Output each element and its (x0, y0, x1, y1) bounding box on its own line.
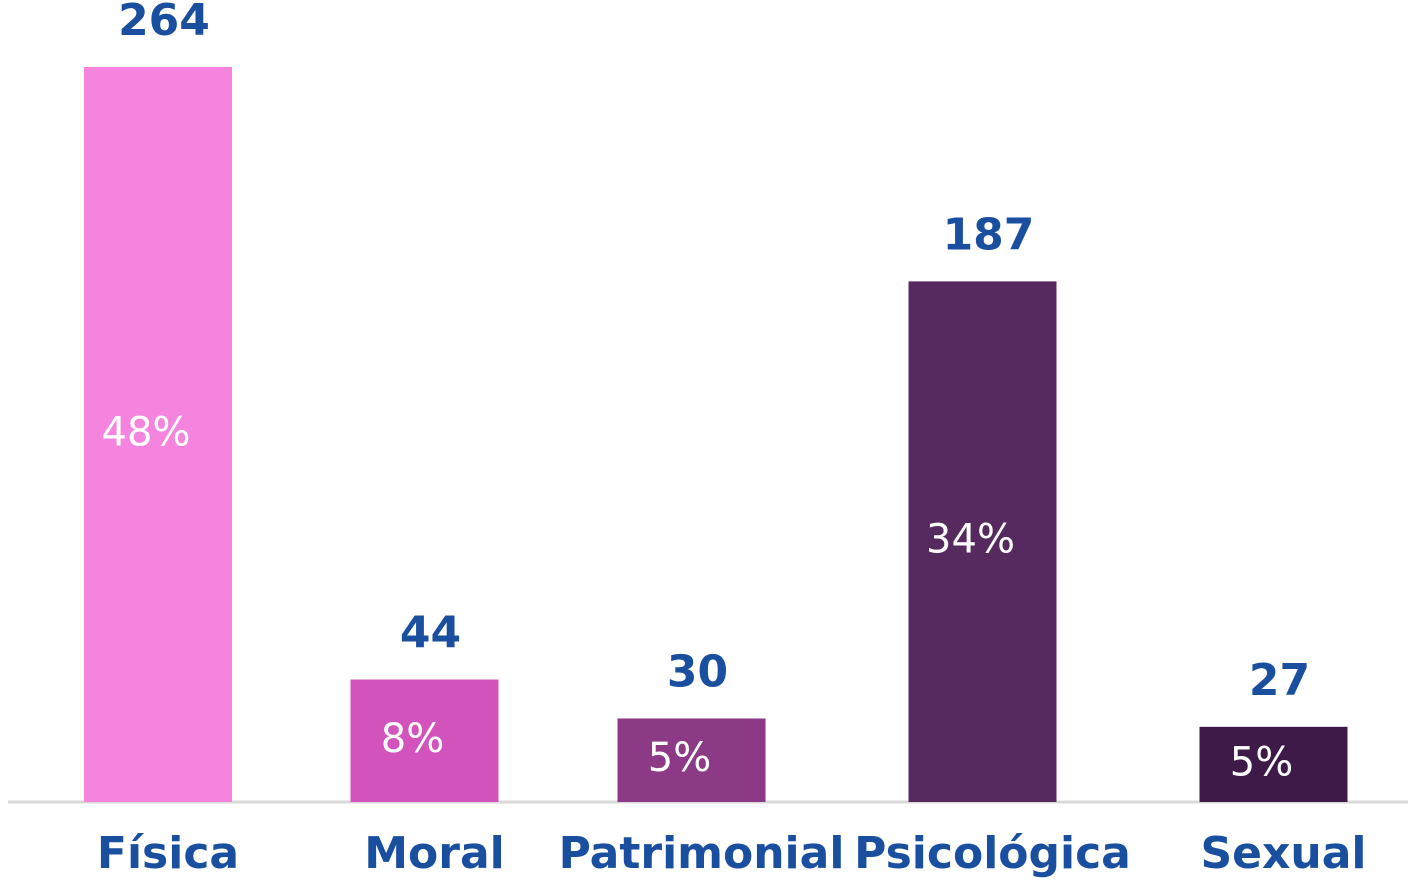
value-label: 27 (1249, 655, 1310, 706)
bar (908, 281, 1057, 802)
share-label: 5% (1230, 739, 1293, 785)
bar (84, 67, 232, 802)
bar (1199, 726, 1348, 802)
x-tick-label: Patrimonial (559, 828, 845, 879)
x-tick-label: Física (97, 828, 239, 879)
bar (350, 679, 499, 802)
value-label: 187 (943, 209, 1035, 260)
value-label: 30 (667, 646, 728, 697)
share-label: 8% (381, 716, 444, 762)
share-label: 5% (648, 735, 711, 781)
share-label: 34% (926, 517, 1015, 563)
x-tick-label: Moral (364, 828, 505, 879)
value-label: 44 (400, 608, 461, 659)
bar (617, 718, 766, 802)
share-label: 48% (102, 410, 191, 456)
x-tick-label: Psicológica (854, 828, 1131, 879)
value-label: 264 (118, 0, 210, 46)
x-tick-label: Sexual (1200, 828, 1366, 879)
